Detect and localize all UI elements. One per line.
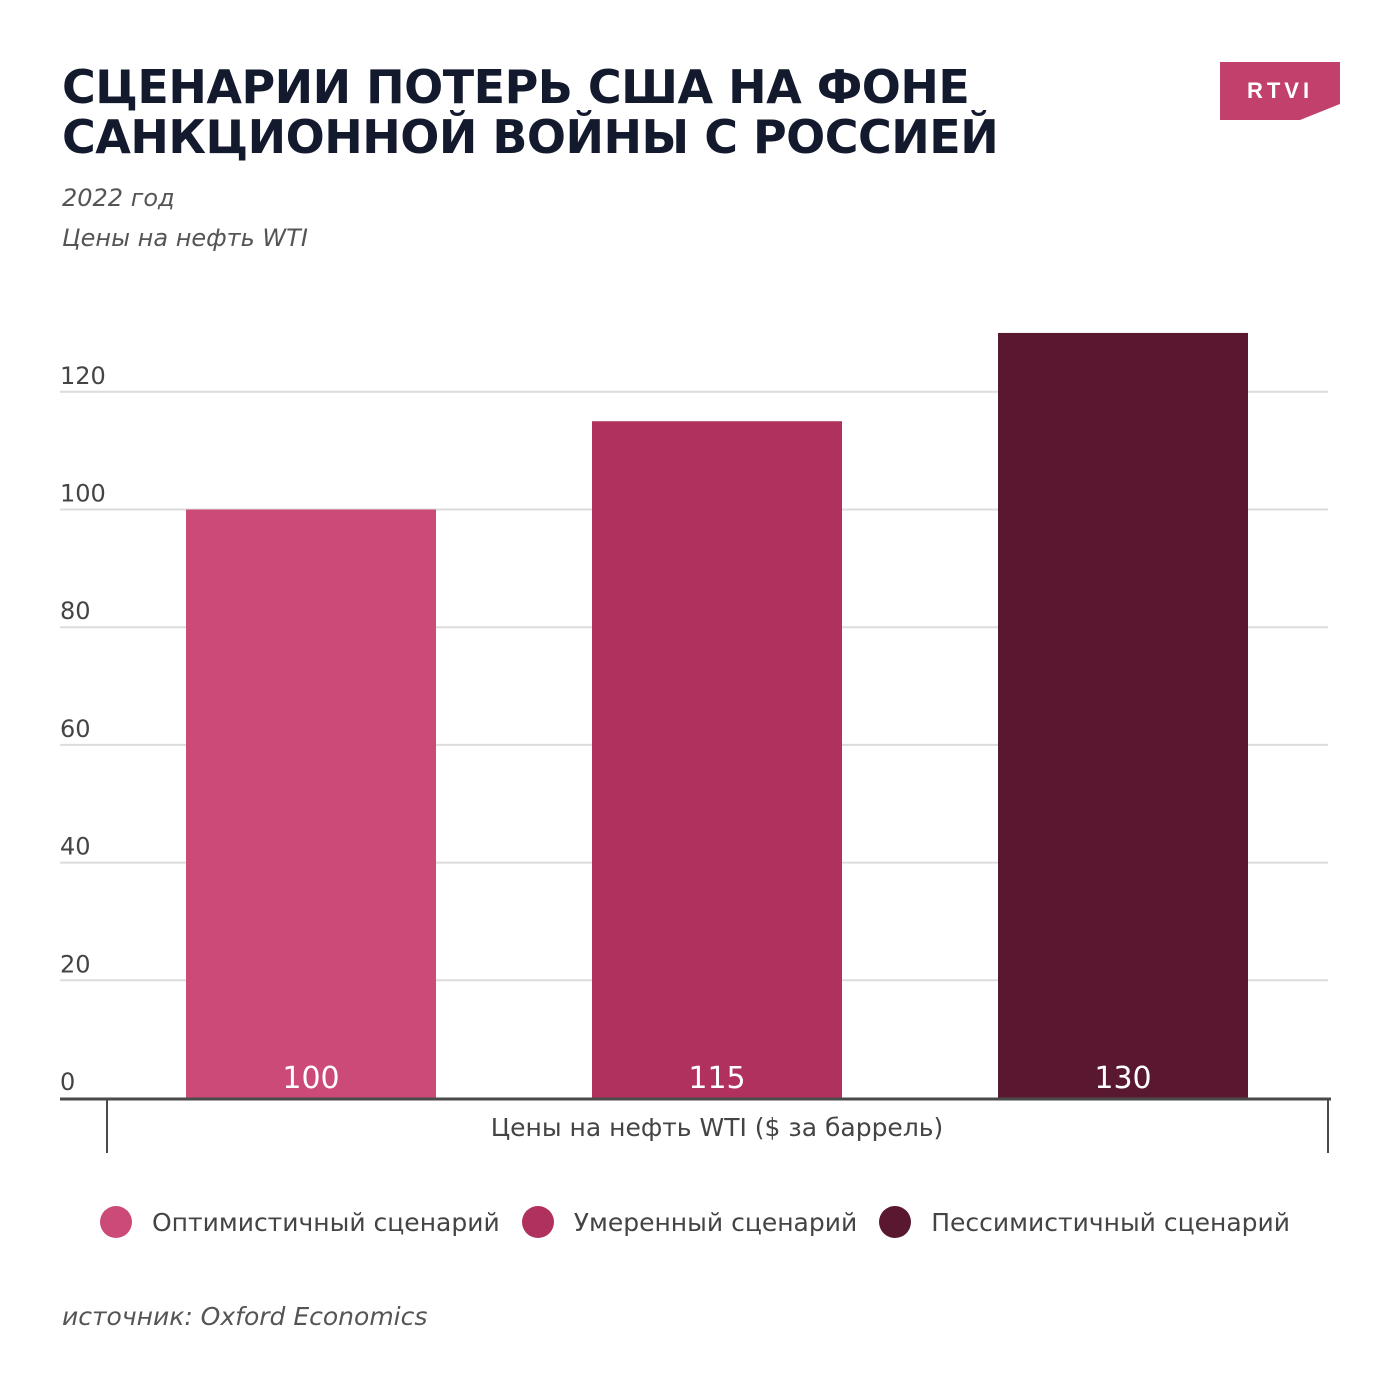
legend-swatch bbox=[100, 1206, 132, 1238]
legend-item: Оптимистичный сценарий bbox=[100, 1206, 500, 1238]
chart-title: СЦЕНАРИИ ПОТЕРЬ США НА ФОНЕ САНКЦИОННОЙ … bbox=[62, 62, 1122, 162]
source-note: источник: Oxford Economics bbox=[62, 1302, 428, 1331]
legend-item: Умеренный сценарий bbox=[521, 1206, 858, 1238]
bar bbox=[186, 509, 436, 1098]
rtvi-logo-badge bbox=[1220, 62, 1340, 120]
bar-value-label: 115 bbox=[688, 1061, 745, 1096]
legend-swatch bbox=[521, 1206, 554, 1238]
y-tick-label: 20 bbox=[60, 950, 91, 978]
rtvi-logo: RTVI bbox=[1220, 62, 1340, 120]
x-category-label: Цены на нефть WTI ($ за баррель) bbox=[491, 1113, 944, 1142]
bar-value-label: 130 bbox=[1094, 1061, 1151, 1096]
legend-swatch bbox=[879, 1206, 912, 1238]
y-tick-label: 80 bbox=[60, 597, 91, 625]
legend-item: Пессимистичный сценарий bbox=[879, 1206, 1290, 1238]
y-tick-label: 120 bbox=[60, 362, 106, 390]
chart-legend: Оптимистичный сценарий Умеренный сценарий… bbox=[100, 1200, 1312, 1244]
chart-title-line-1: СЦЕНАРИИ ПОТЕРЬ США НА ФОНЕ bbox=[62, 60, 970, 114]
y-tick-label: 0 bbox=[60, 1068, 75, 1096]
y-tick-label: 100 bbox=[60, 480, 106, 508]
chart-subtitle-metric: Цены на нефть WTI bbox=[62, 224, 308, 252]
y-tick-label: 60 bbox=[60, 715, 91, 743]
chart-subtitle-year: 2022 год bbox=[62, 184, 175, 212]
legend-label: Пессимистичный сценарий bbox=[931, 1207, 1291, 1237]
rtvi-logo-text: RTVI bbox=[1247, 78, 1313, 103]
legend-label: Оптимистичный сценарий bbox=[152, 1207, 500, 1237]
y-tick-label: 40 bbox=[60, 833, 91, 861]
chart-title-line-2: САНКЦИОННОЙ ВОЙНЫ С РОССИЕЙ bbox=[62, 110, 999, 164]
bar-value-label: 100 bbox=[282, 1061, 339, 1096]
legend-label: Умеренный сценарий bbox=[573, 1207, 858, 1237]
bar bbox=[592, 421, 842, 1099]
bar bbox=[998, 332, 1248, 1098]
